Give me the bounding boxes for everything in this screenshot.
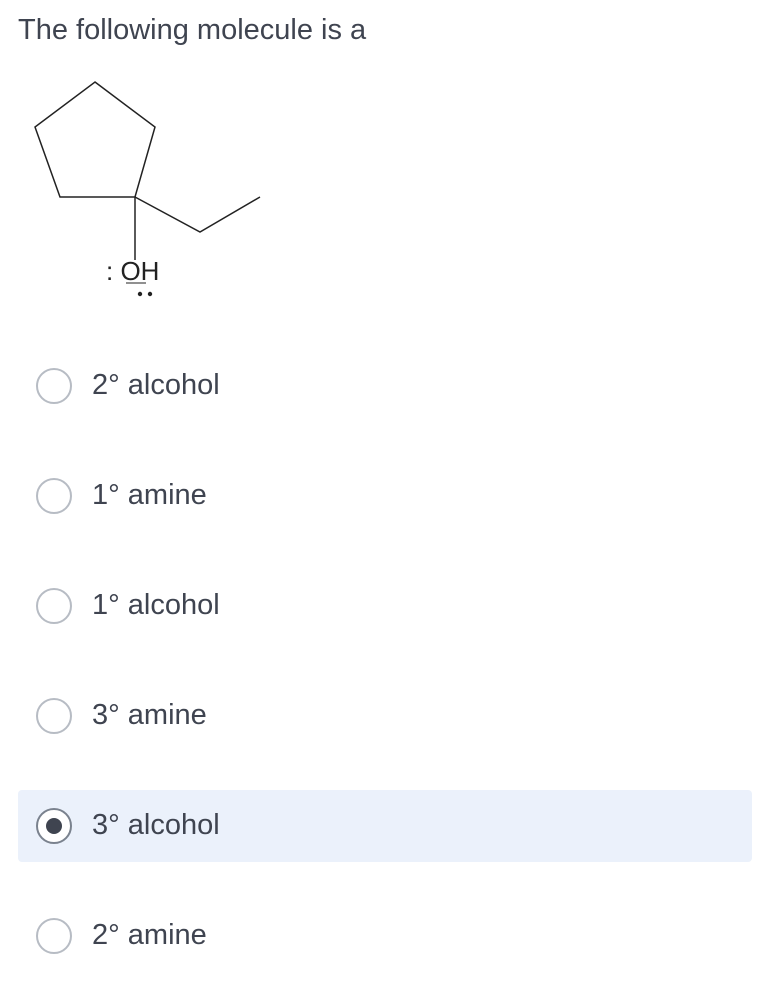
option-label: 1° amine (92, 479, 207, 512)
molecule-figure: : OH (20, 62, 752, 310)
option-3[interactable]: 3° amine (18, 680, 752, 752)
question-text: The following molecule is a (18, 12, 752, 50)
option-label: 3° amine (92, 699, 207, 732)
option-label: 1° alcohol (92, 589, 220, 622)
molecule-svg: : OH (20, 62, 280, 302)
option-2[interactable]: 1° alcohol (18, 570, 752, 642)
radio-icon (36, 478, 72, 514)
radio-icon (36, 698, 72, 734)
option-0[interactable]: 2° alcohol (18, 350, 752, 422)
options-list: 2° alcohol 1° amine 1° alcohol 3° amine … (18, 350, 752, 972)
radio-icon (36, 918, 72, 954)
option-label: 3° alcohol (92, 809, 220, 842)
option-label: 2° alcohol (92, 369, 220, 402)
option-label: 2° amine (92, 919, 207, 952)
option-5[interactable]: 2° amine (18, 900, 752, 972)
radio-icon (36, 368, 72, 404)
radio-icon (36, 588, 72, 624)
option-1[interactable]: 1° amine (18, 460, 752, 532)
svg-text:: OH: : OH (106, 256, 159, 286)
radio-icon (36, 808, 72, 844)
option-4[interactable]: 3° alcohol (18, 790, 752, 862)
